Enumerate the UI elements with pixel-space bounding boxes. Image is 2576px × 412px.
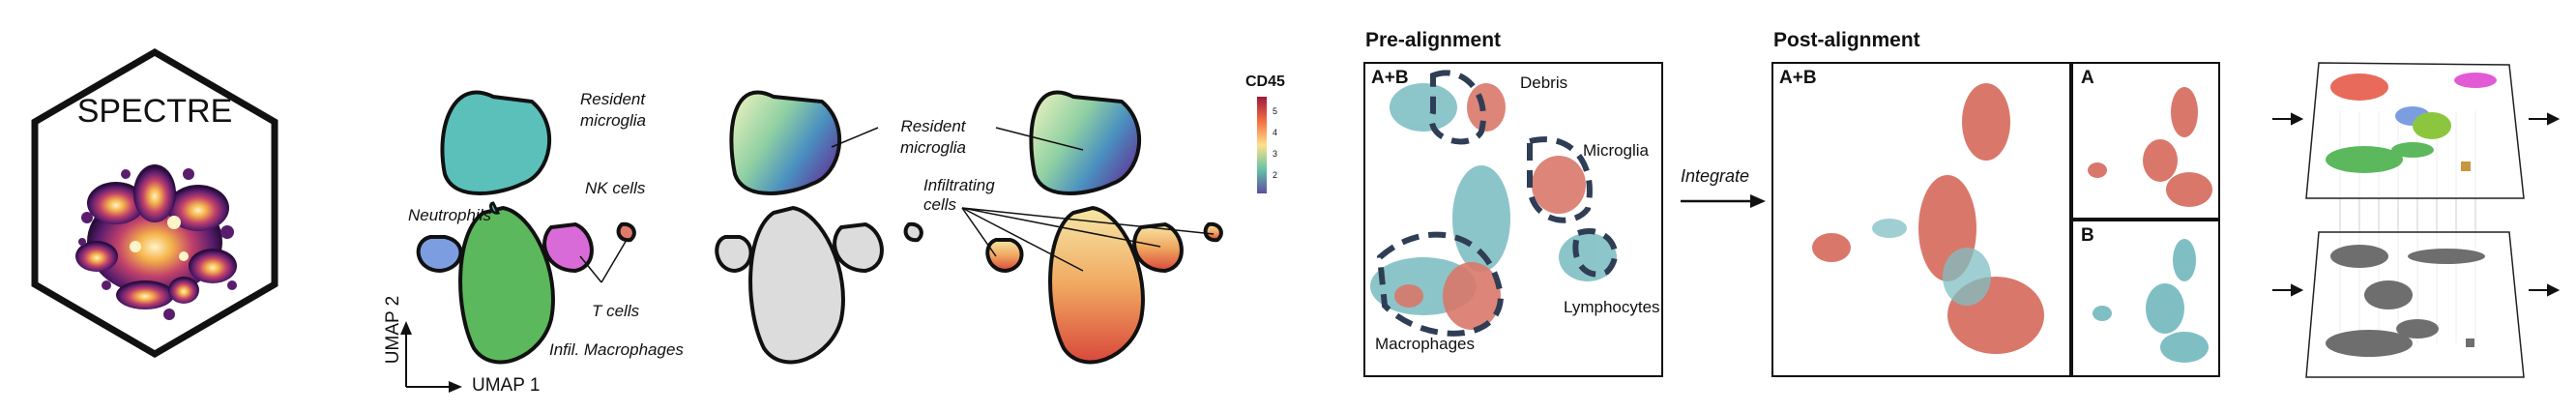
heatmap-umap-plots (715, 90, 1267, 365)
post-main-sample-label: A+B (1779, 68, 1817, 88)
cd45-tick-4: 4 (1273, 128, 1278, 137)
integrate-arrow-icon (1681, 194, 1766, 208)
cd45-tick-5: 5 (1273, 106, 1278, 116)
pre-alignment-box: A+B Debris Microglia Lymphocytes Macroph… (1363, 62, 1663, 377)
layer-arrows (2272, 112, 2561, 297)
pre-alignment-title: Pre-alignment (1365, 29, 1502, 51)
heatmap-umap-panel: CD45 5 4 3 2 Resident microglia Infiltra… (715, 68, 1315, 397)
layered-3d-panel (2272, 53, 2562, 387)
post-b-label: B (2081, 225, 2094, 246)
umap-x-axis-label: UMAP 1 (472, 375, 541, 396)
post-alignment-main-box: A+B (1771, 62, 2071, 377)
cd45-colorbar (1257, 97, 1267, 193)
pre-alignment-plot (1370, 70, 1618, 337)
post-alignment-b-box: B (2071, 220, 2220, 377)
cluster-neutrophils (416, 235, 463, 274)
layered-3d-graphic (2272, 62, 2561, 378)
integrate-label: Integrate (1681, 166, 1750, 186)
logo-text: SPECTRE (76, 93, 233, 130)
cluster-resident-microglia (440, 90, 552, 195)
label-nk-cells: NK cells (585, 179, 646, 197)
cd45-legend-title: CD45 (1245, 74, 1285, 90)
post-alignment-b-plot (2093, 239, 2209, 363)
cd45-tick-3: 3 (1273, 149, 1278, 159)
label-infiltrating-cells: Infiltrating cells (923, 176, 995, 214)
post-alignment-a-box: A (2071, 62, 2220, 220)
cluster-nk-tcells (542, 221, 594, 274)
hexagon-logo-graphic (31, 47, 278, 359)
cd45-tick-2: 2 (1273, 170, 1278, 180)
label-resident-microglia: Resident microglia (580, 90, 647, 130)
label-macrophages-pre: Macrophages (1375, 335, 1476, 353)
post-alignment-main-plot (1812, 83, 2044, 354)
post-a-label: A (2081, 68, 2094, 88)
label-lymphocytes: Lymphocytes (1564, 298, 1660, 316)
pre-sample-label: A+B (1371, 68, 1409, 88)
label-macrophages: Infil. Macrophages (549, 340, 684, 359)
label-debris: Debris (1520, 74, 1568, 92)
umap-y-axis-label: UMAP 2 (383, 295, 404, 365)
spectre-logo: SPECTRE (29, 47, 280, 359)
label-neutrophils: Neutrophils (408, 206, 491, 224)
post-alignment-a-plot (2088, 87, 2212, 207)
label-t-cells: T cells (592, 302, 640, 320)
cluster-macrophages (458, 205, 555, 365)
cluster-tcells-small (616, 221, 636, 243)
post-alignment-title: Post-alignment (1773, 29, 1920, 51)
umap-cluster-panel: Resident microglia NK cells Neutrophils … (383, 68, 716, 397)
label-microglia: Microglia (1583, 141, 1650, 160)
label-resident-microglia-heat: Resident microglia (899, 117, 967, 157)
umap-cluster-plot (400, 90, 636, 393)
